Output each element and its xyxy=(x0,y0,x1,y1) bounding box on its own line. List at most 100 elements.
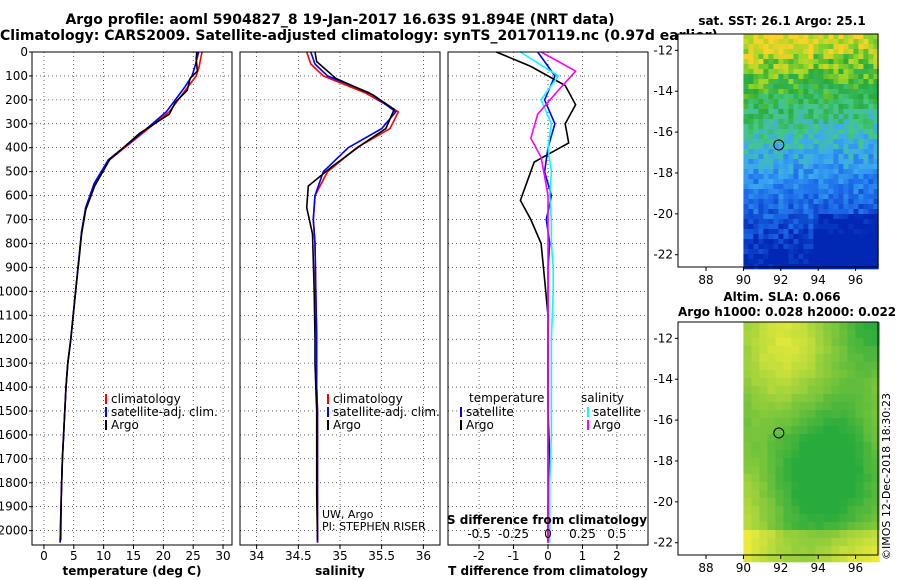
depth-tick-label: 200 xyxy=(5,93,28,107)
diff-legend-header-salinity: salinity xyxy=(581,391,624,405)
temperature-panel-xtick-label: 20 xyxy=(156,549,171,563)
salinity-panel-legend-label: Argo xyxy=(333,418,361,432)
sst-map-xtick-label: 88 xyxy=(698,273,713,287)
difference-panel-xtick-label: -2 xyxy=(473,549,485,563)
sla-map-ytick-label: -18 xyxy=(653,454,673,468)
depth-tick-label: 1000 xyxy=(0,284,28,298)
salinity-annotation-source: UW, Argo xyxy=(322,508,374,521)
temperature-panel-xtick-label: 15 xyxy=(126,549,141,563)
salinity-panel-xtick-label: 34.5 xyxy=(285,549,312,563)
diff-secondary-tick-label: 0 xyxy=(544,527,552,541)
sla-map-ytick-label: -22 xyxy=(653,536,673,550)
salinity-panel xyxy=(239,51,441,549)
sst-map-xtick-label: 96 xyxy=(848,273,863,287)
diff-secondary-tick-label: -0.5 xyxy=(467,527,490,541)
diff-secondary-tick-label: 0.25 xyxy=(569,527,596,541)
salinity-panel-frame xyxy=(239,51,441,546)
sst-map-ytick-label: -14 xyxy=(653,84,673,98)
sla-map-xtick-label: 88 xyxy=(698,561,713,575)
sst-map-xtick-label: 90 xyxy=(736,273,751,287)
depth-tick-label: 900 xyxy=(5,260,28,274)
depth-tick-label: 1700 xyxy=(0,452,28,466)
sla-map-cells xyxy=(743,322,880,563)
sst-map-argo-marker xyxy=(773,139,785,151)
salinity-panel-xlabel: salinity xyxy=(315,564,365,578)
sst-map-frame xyxy=(677,33,879,268)
difference-panel-series-salinity-argo xyxy=(529,51,577,543)
salinity-panel-xtick-label: 34 xyxy=(249,549,264,563)
depth-tick-label: 1400 xyxy=(0,380,28,394)
depth-tick-label: 1100 xyxy=(0,308,28,322)
salinity-panel-xtick-label: 36 xyxy=(416,549,431,563)
salinity-panel-xtick-label: 35 xyxy=(332,549,347,563)
sst-map-ytick-label: -20 xyxy=(653,207,673,221)
sst-map-xtick-label: 92 xyxy=(773,273,788,287)
depth-tick-label: 700 xyxy=(5,213,28,227)
temperature-panel-series-climatology xyxy=(59,51,203,543)
diff-secondary-xlabel: S difference from climatology xyxy=(447,513,647,527)
temperature-panel-xtick-label: 0 xyxy=(40,549,48,563)
depth-tick-label: 1900 xyxy=(0,500,28,514)
temperature-panel-xtick-label: 30 xyxy=(215,549,230,563)
depth-tick-label: 500 xyxy=(5,165,28,179)
temperature-panel-xtick-label: 25 xyxy=(186,549,201,563)
sla-map-ytick-label: -20 xyxy=(653,495,673,509)
difference-panel-xtick-label: -1 xyxy=(508,549,520,563)
temperature-panel-xtick-label: 10 xyxy=(96,549,111,563)
chart-title-line1: Argo profile: aoml 5904827_8 19-Jan-2017… xyxy=(65,12,615,28)
sla-map-ytick-label: -12 xyxy=(653,331,673,345)
chart-title-line2: Climatology: CARS2009. Satellite-adjuste… xyxy=(0,28,718,44)
depth-tick-label: 1500 xyxy=(0,404,28,418)
temperature-panel xyxy=(31,51,233,549)
sst-map-ytick-label: -22 xyxy=(653,248,673,262)
salinity-panel-xtick-label: 35.5 xyxy=(368,549,395,563)
diff-legend-label-salinity: Argo xyxy=(593,418,621,432)
imos-timestamp: ©IMOS 12-Dec-2018 18:30:23 xyxy=(880,393,893,560)
sla-map-xtick-label: 94 xyxy=(811,561,826,575)
diff-legend-label-salinity: satellite xyxy=(593,405,641,419)
depth-tick-label: 0 xyxy=(20,45,28,59)
difference-panel-series-salinity-satellite xyxy=(519,51,560,543)
diff-secondary-tick-label: -0.25 xyxy=(498,527,529,541)
sst-map xyxy=(675,33,879,271)
salinity-panel-legend-label: satellite-adj. clim. xyxy=(333,405,440,419)
salinity-panel-series-satellite-adj-clim- xyxy=(310,51,397,543)
sla-map xyxy=(675,321,880,563)
temperature-panel-frame xyxy=(31,51,233,546)
sla-map-xtick-label: 96 xyxy=(848,561,863,575)
depth-tick-label: 2000 xyxy=(0,524,28,538)
temperature-panel-legend-label: climatology xyxy=(111,392,181,406)
salinity-panel-series-argo xyxy=(305,51,396,541)
depth-tick-label: 1200 xyxy=(0,332,28,346)
depth-tick-label: 400 xyxy=(5,141,28,155)
sla-map-xtick-label: 92 xyxy=(773,561,788,575)
difference-panel-series-temperature-argo xyxy=(495,51,577,543)
temperature-panel-series-argo xyxy=(59,51,199,541)
salinity-annotation-pi: PI: STEPHEN RISER xyxy=(322,520,426,533)
sst-map-title: sat. SST: 26.1 Argo: 25.1 xyxy=(698,14,866,28)
temperature-panel-series-satellite-adj-clim- xyxy=(59,51,200,543)
diff-legend-label-temperature: Argo xyxy=(466,418,494,432)
sla-map-ytick-label: -14 xyxy=(653,372,673,386)
sla-map-ytick-label: -16 xyxy=(653,413,673,427)
diff-legend-header-temperature: temperature xyxy=(469,391,544,405)
depth-tick-label: 300 xyxy=(5,117,28,131)
temperature-panel-legend-label: Argo xyxy=(111,418,139,432)
temperature-panel-xlabel: temperature (deg C) xyxy=(63,564,202,578)
depth-tick-label: 1300 xyxy=(0,356,28,370)
temperature-panel-xtick-label: 5 xyxy=(70,549,78,563)
depth-tick-label: 1600 xyxy=(0,428,28,442)
diff-secondary-tick-label: 0.5 xyxy=(607,527,626,541)
sla-map-argo-marker xyxy=(773,427,785,439)
salinity-panel-legend-label: climatology xyxy=(333,392,403,406)
sla-map-xtick-label: 90 xyxy=(736,561,751,575)
difference-panel-xtick-label: 1 xyxy=(579,549,587,563)
difference-panel-xlabel: T difference from climatology xyxy=(448,564,648,578)
sst-map-cells xyxy=(743,34,879,270)
diff-legend-label-temperature: satellite xyxy=(466,405,514,419)
sst-map-ytick-label: -16 xyxy=(653,125,673,139)
sla-map-subtitle: Argo h1000: 0.028 h2000: 0.022 xyxy=(678,305,897,319)
depth-tick-label: 1800 xyxy=(0,476,28,490)
sla-map-frame xyxy=(677,321,879,556)
